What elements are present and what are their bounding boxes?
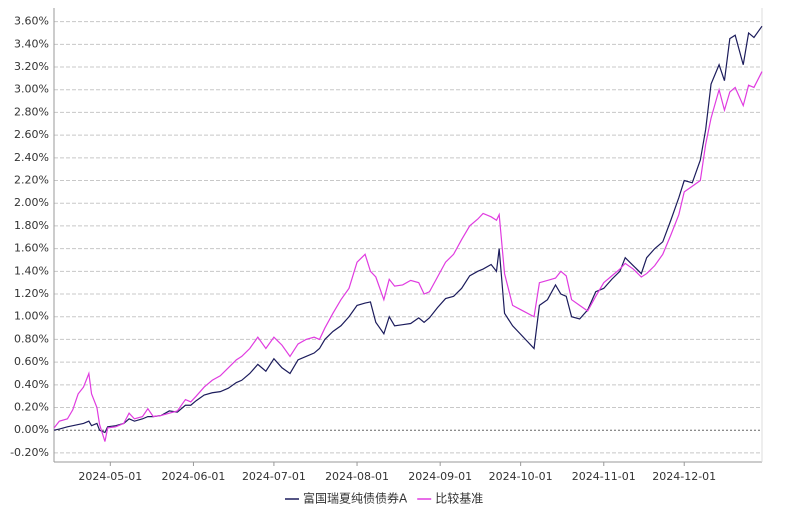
- y-tick-label: 2.20%: [14, 174, 49, 187]
- y-tick-label: 1.00%: [14, 310, 49, 323]
- y-tick-label: 2.60%: [14, 128, 49, 141]
- y-tick-label: 1.40%: [14, 264, 49, 277]
- x-tick-label: 2024-12-01: [652, 470, 716, 483]
- x-tick-label: 2024-08-01: [325, 470, 389, 483]
- y-tick-label: 0.20%: [14, 401, 49, 414]
- y-tick-label: 1.20%: [14, 287, 49, 300]
- legend-label: 比较基准: [435, 491, 483, 506]
- y-tick-label: 0.00%: [14, 423, 49, 436]
- y-tick-label: 0.40%: [14, 378, 49, 391]
- y-tick-label: 1.60%: [14, 242, 49, 255]
- y-tick-label: 2.40%: [14, 151, 49, 164]
- series-line: [53, 25, 763, 434]
- y-tick-label: 3.40%: [14, 37, 49, 50]
- y-tick-label: 1.80%: [14, 219, 49, 232]
- y-tick-label: 3.60%: [14, 15, 49, 28]
- x-tick-label: 2024-10-01: [489, 470, 553, 483]
- y-tick-label: 0.80%: [14, 332, 49, 345]
- y-tick-label: 2.80%: [14, 105, 49, 118]
- y-tick-label: 3.20%: [14, 60, 49, 73]
- y-tick-label: -0.20%: [10, 446, 49, 459]
- series-line: [53, 71, 763, 442]
- x-tick-label: 2024-11-01: [572, 470, 636, 483]
- x-tick-label: 2024-05-01: [78, 470, 142, 483]
- x-tick-label: 2024-06-01: [161, 470, 225, 483]
- x-tick-label: 2024-09-01: [408, 470, 472, 483]
- y-tick-label: 0.60%: [14, 355, 49, 368]
- y-tick-label: 3.00%: [14, 83, 49, 96]
- legend-label: 富国瑞夏纯债债券A: [303, 491, 408, 506]
- x-tick-label: 2024-07-01: [242, 470, 306, 483]
- y-tick-label: 2.00%: [14, 196, 49, 209]
